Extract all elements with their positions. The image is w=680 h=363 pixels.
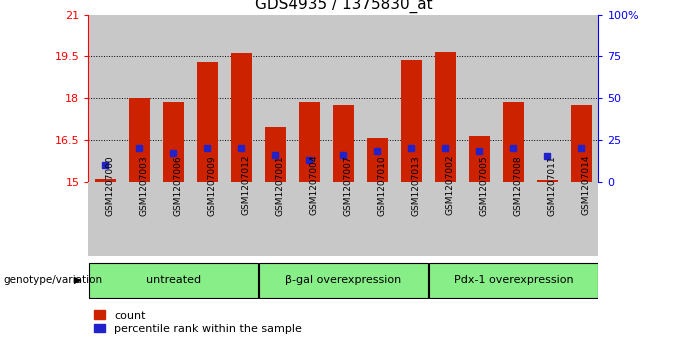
Bar <box>496 182 530 256</box>
Bar <box>156 15 190 182</box>
Bar <box>95 179 116 182</box>
Bar <box>122 182 156 256</box>
Bar <box>530 15 564 182</box>
Text: GSM1207003: GSM1207003 <box>139 155 148 216</box>
Bar <box>530 182 564 256</box>
Bar <box>469 136 490 182</box>
Bar <box>224 15 258 182</box>
Bar <box>367 138 388 182</box>
Bar <box>224 182 258 256</box>
Bar <box>231 53 252 181</box>
Bar <box>122 15 156 182</box>
Bar <box>496 15 530 182</box>
Bar <box>156 182 190 256</box>
Bar <box>88 15 122 182</box>
Bar <box>190 182 224 256</box>
Bar <box>435 52 456 181</box>
Bar <box>564 15 598 182</box>
Bar <box>537 180 558 182</box>
Text: GSM1207011: GSM1207011 <box>547 155 556 216</box>
Bar <box>428 15 462 182</box>
Bar <box>571 105 592 182</box>
Text: GSM1207013: GSM1207013 <box>411 155 420 216</box>
Text: GSM1207008: GSM1207008 <box>513 155 522 216</box>
Bar <box>360 15 394 182</box>
Text: GSM1207014: GSM1207014 <box>581 155 590 216</box>
Bar <box>299 102 320 182</box>
Text: β-gal overexpression: β-gal overexpression <box>286 275 401 285</box>
FancyBboxPatch shape <box>429 263 598 298</box>
Bar <box>292 15 326 182</box>
Bar <box>129 98 150 182</box>
Bar <box>462 182 496 256</box>
Title: GDS4935 / 1375830_at: GDS4935 / 1375830_at <box>254 0 432 13</box>
Bar <box>258 182 292 256</box>
Bar <box>428 182 462 256</box>
Text: GSM1207007: GSM1207007 <box>343 155 352 216</box>
Bar <box>360 182 394 256</box>
Text: GSM1207001: GSM1207001 <box>275 155 284 216</box>
Text: GSM1207000: GSM1207000 <box>105 155 114 216</box>
Bar <box>333 105 354 182</box>
Text: GSM1207002: GSM1207002 <box>445 155 454 216</box>
Text: genotype/variation: genotype/variation <box>3 275 103 285</box>
Bar <box>88 182 122 256</box>
Text: GSM1207009: GSM1207009 <box>207 155 216 216</box>
Bar <box>163 102 184 182</box>
FancyBboxPatch shape <box>89 263 258 298</box>
Legend: count, percentile rank within the sample: count, percentile rank within the sample <box>94 310 302 334</box>
Bar <box>265 127 286 182</box>
Text: GSM1207012: GSM1207012 <box>241 155 250 216</box>
Text: GSM1207006: GSM1207006 <box>173 155 182 216</box>
Text: ▶: ▶ <box>74 275 82 285</box>
FancyBboxPatch shape <box>259 263 428 298</box>
Bar <box>292 182 326 256</box>
Bar <box>326 15 360 182</box>
Bar <box>564 182 598 256</box>
Text: untreated: untreated <box>146 275 201 285</box>
Text: GSM1207010: GSM1207010 <box>377 155 386 216</box>
Bar <box>197 62 218 182</box>
Bar <box>394 15 428 182</box>
Bar <box>401 61 422 182</box>
Text: GSM1207005: GSM1207005 <box>479 155 488 216</box>
Bar <box>462 15 496 182</box>
Bar <box>503 102 524 182</box>
Text: Pdx-1 overexpression: Pdx-1 overexpression <box>454 275 573 285</box>
Bar <box>190 15 224 182</box>
Text: GSM1207004: GSM1207004 <box>309 155 318 216</box>
Bar <box>258 15 292 182</box>
Bar <box>326 182 360 256</box>
Bar <box>394 182 428 256</box>
